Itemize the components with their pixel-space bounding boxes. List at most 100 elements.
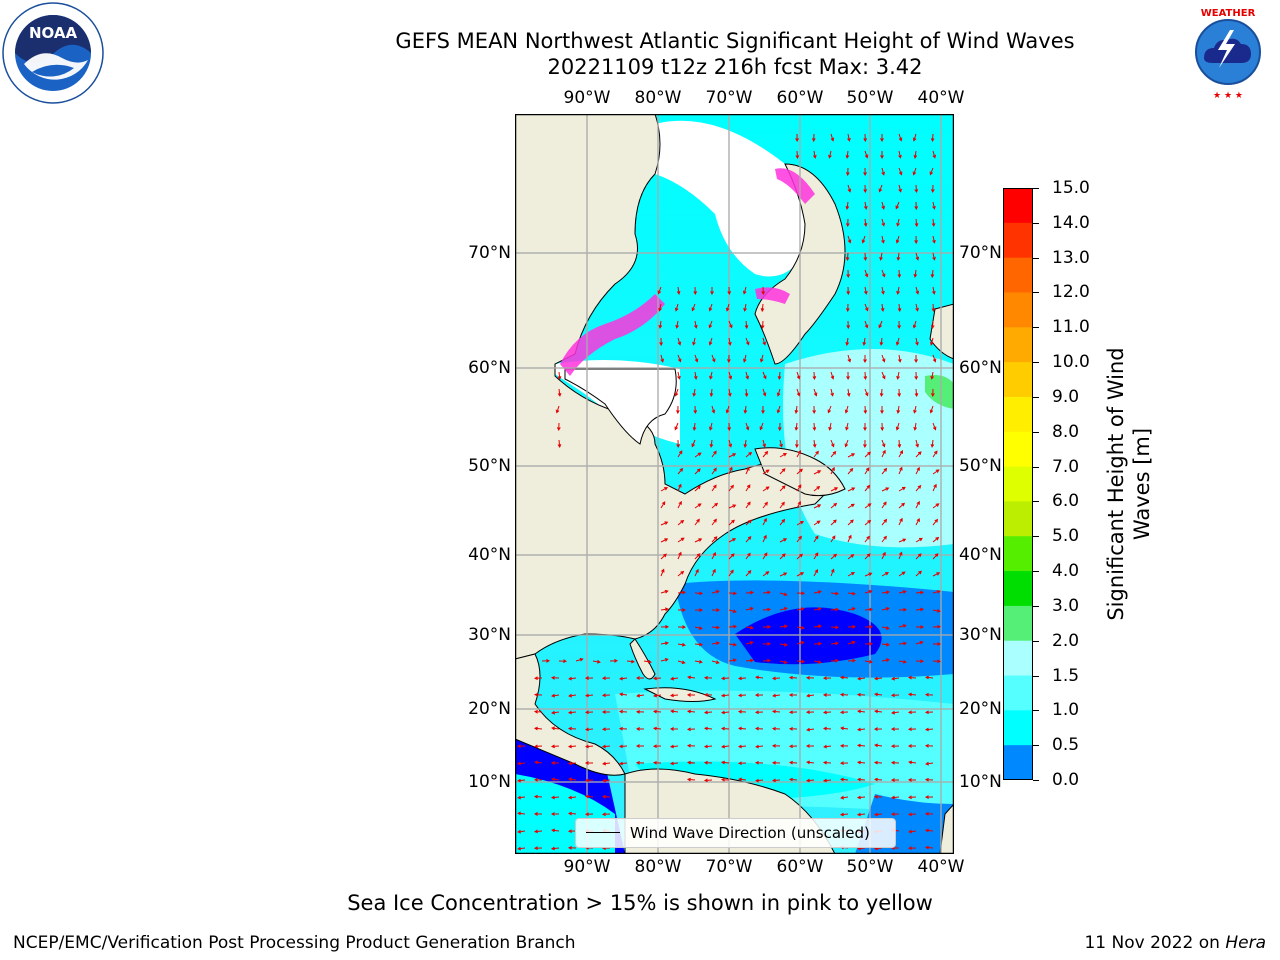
wind-wave-arrow — [745, 552, 751, 560]
wind-wave-arrow — [915, 640, 924, 645]
wind-wave-arrow — [779, 592, 788, 596]
wind-wave-arrow — [653, 693, 662, 698]
wind-wave-arrow — [533, 794, 543, 799]
wind-wave-arrow — [924, 743, 934, 748]
wind-wave-arrow — [584, 778, 594, 783]
wind-wave-arrow — [658, 303, 662, 312]
wind-wave-arrow — [930, 371, 934, 380]
wind-wave-arrow — [830, 607, 840, 612]
lat-label-left: 30°N — [468, 625, 511, 645]
wind-wave-arrow — [890, 727, 900, 731]
wind-wave-arrow — [907, 675, 917, 680]
wind-wave-arrow — [660, 354, 664, 363]
wind-wave-arrow — [929, 167, 934, 176]
wind-wave-arrow — [898, 624, 907, 628]
wind-wave-arrow — [584, 761, 593, 765]
colorbar-svg — [1003, 188, 1033, 781]
wind-wave-arrow — [830, 553, 838, 560]
wind-wave-arrow — [845, 252, 850, 262]
wind-wave-arrow — [771, 743, 781, 748]
wind-wave-arrow — [915, 252, 920, 261]
wind-wave-arrow — [915, 590, 925, 595]
wind-wave-arrow — [861, 235, 866, 244]
wind-wave-arrow — [932, 590, 941, 594]
wind-wave-arrow — [728, 439, 733, 448]
wind-wave-arrow — [760, 303, 765, 313]
wind-wave-arrow — [805, 710, 815, 715]
wind-wave-arrow — [771, 709, 781, 714]
wind-wave-arrow — [896, 252, 901, 261]
wind-wave-arrow — [584, 744, 594, 749]
wind-wave-arrow — [813, 470, 822, 475]
wind-wave-arrow — [881, 449, 886, 458]
wind-wave-arrow — [907, 692, 917, 697]
wind-wave-arrow — [686, 709, 696, 714]
wind-wave-arrow — [881, 354, 886, 363]
wind-wave-arrow — [856, 795, 866, 800]
wind-wave-arrow — [692, 422, 697, 432]
wind-wave-arrow — [657, 286, 662, 295]
colorbar-tick-label: 1.0 — [1052, 700, 1080, 721]
wind-wave-arrow — [742, 286, 747, 295]
wind-wave-vectors — [516, 133, 942, 851]
wind-wave-arrow — [857, 709, 866, 714]
colorbar-segment — [1003, 605, 1033, 642]
wind-wave-arrow — [806, 760, 815, 765]
wind-wave-arrow — [762, 607, 772, 612]
wind-wave-arrow — [725, 303, 730, 312]
wind-wave-arrow — [864, 451, 871, 458]
wind-wave-arrow — [551, 693, 560, 698]
wind-wave-arrow — [516, 761, 526, 766]
wind-wave-arrow — [879, 337, 884, 346]
lat-label-left: 40°N — [468, 545, 511, 565]
wind-wave-arrow — [932, 503, 940, 509]
colorbar-tick-label: 8.0 — [1052, 421, 1080, 442]
wind-wave-arrow — [830, 535, 836, 543]
wind-wave-arrow — [847, 133, 851, 142]
wind-wave-arrow — [743, 439, 748, 448]
wind-wave-arrow — [677, 519, 685, 526]
wind-wave-arrow — [822, 693, 832, 697]
wind-wave-arrow — [795, 439, 799, 449]
wind-wave-arrow — [602, 761, 611, 766]
wind-wave-arrow — [796, 388, 801, 397]
wind-wave-arrow — [847, 503, 855, 509]
wind-wave-arrow — [864, 320, 869, 329]
wind-wave-arrow — [674, 388, 679, 397]
wind-wave-arrow — [915, 553, 922, 560]
wind-wave-arrow — [652, 744, 662, 749]
wind-wave-arrow — [881, 439, 886, 448]
wind-wave-arrow — [863, 184, 868, 194]
wind-wave-arrow — [738, 777, 747, 782]
wind-wave-arrow — [744, 388, 749, 398]
wind-wave-arrow — [932, 450, 938, 458]
wind-wave-arrow — [864, 535, 870, 543]
wind-wave-arrow — [881, 218, 886, 227]
lat-label-right: 10°N — [959, 772, 1002, 792]
wind-wave-arrow — [930, 184, 935, 194]
wind-wave-arrow — [720, 693, 730, 698]
wind-wave-arrow — [898, 486, 906, 492]
wind-wave-arrow — [933, 642, 942, 646]
wind-wave-arrow — [930, 320, 935, 330]
wind-wave-arrow — [907, 846, 917, 851]
colorbar-tick-mark — [1033, 396, 1039, 398]
wind-wave-arrow — [703, 726, 713, 731]
wind-wave-arrow — [762, 486, 770, 492]
wind-wave-arrow — [898, 502, 906, 509]
wind-wave-arrow — [830, 466, 835, 475]
wind-wave-arrow — [652, 709, 662, 714]
wind-wave-arrow — [823, 744, 832, 749]
wind-wave-arrow — [863, 439, 867, 449]
wind-wave-arrow — [896, 286, 900, 295]
wind-wave-arrow — [813, 624, 822, 629]
wind-wave-arrow — [711, 608, 721, 612]
wind-wave-arrow — [711, 405, 716, 414]
wind-wave-arrow — [880, 422, 885, 432]
wind-wave-arrow — [863, 355, 867, 364]
wind-wave-arrow — [557, 388, 562, 397]
wind-wave-arrow — [898, 538, 907, 543]
wind-wave-arrow — [516, 744, 526, 749]
wind-wave-arrow — [619, 676, 628, 681]
wind-wave-arrow — [721, 744, 730, 749]
